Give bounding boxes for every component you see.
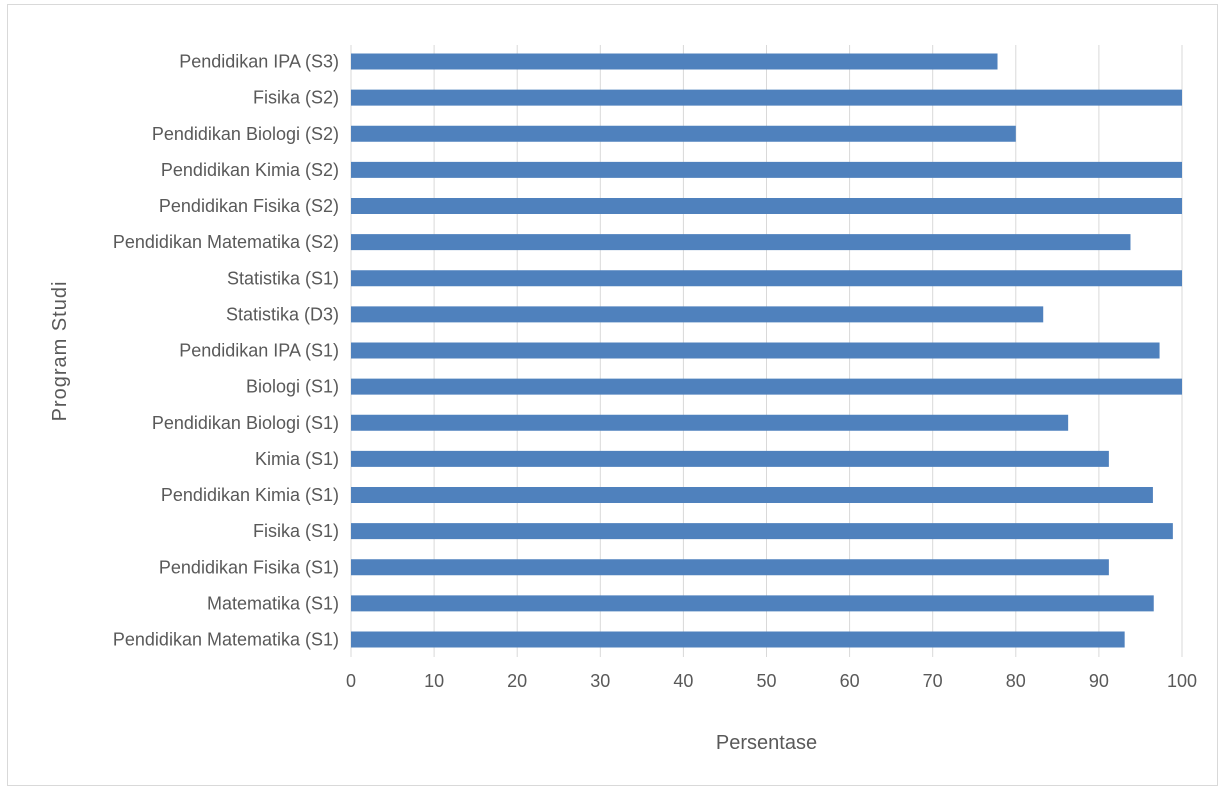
category-label: Kimia (S1) bbox=[255, 449, 339, 469]
bar bbox=[351, 306, 1044, 323]
category-label: Pendidikan Fisika (S2) bbox=[159, 196, 339, 216]
category-label: Pendidikan Kimia (S1) bbox=[161, 485, 339, 505]
bar bbox=[351, 53, 998, 70]
x-tick-label: 0 bbox=[346, 671, 356, 691]
x-tick-label: 20 bbox=[507, 671, 527, 691]
category-label: Pendidikan Fisika (S1) bbox=[159, 557, 339, 577]
bar bbox=[351, 450, 1109, 467]
x-tick-label: 100 bbox=[1167, 671, 1197, 691]
bars bbox=[351, 53, 1182, 648]
category-label: Fisika (S1) bbox=[253, 521, 339, 541]
bar bbox=[351, 631, 1125, 648]
category-label: Pendidikan Biologi (S1) bbox=[152, 413, 339, 433]
x-tick-label: 40 bbox=[673, 671, 693, 691]
x-tick-label: 90 bbox=[1089, 671, 1109, 691]
x-tick-label: 30 bbox=[590, 671, 610, 691]
category-label: Pendidikan Matematika (S1) bbox=[113, 630, 339, 650]
category-label: Fisika (S2) bbox=[253, 88, 339, 108]
bar bbox=[351, 559, 1109, 576]
bar-chart: Pendidikan IPA (S3) Fisika (S2) Pendidikan… bbox=[49, 45, 1197, 754]
x-axis-title: Persentase bbox=[716, 732, 817, 754]
bar bbox=[351, 487, 1153, 503]
x-tick-labels: 0 10 20 30 40 50 60 70 80 90 100 bbox=[346, 671, 1197, 691]
x-tick-label: 80 bbox=[1006, 671, 1026, 691]
category-label: Statistika (D3) bbox=[226, 304, 339, 324]
category-labels: Pendidikan IPA (S3) Fisika (S2) Pendidikan… bbox=[113, 52, 339, 650]
category-label: Pendidikan Matematika (S2) bbox=[113, 232, 339, 252]
category-label: Pendidikan Biologi (S2) bbox=[152, 124, 339, 144]
x-tick-label: 50 bbox=[756, 671, 776, 691]
category-label: Pendidikan IPA (S1) bbox=[179, 341, 339, 361]
y-axis-title: Program Studi bbox=[49, 281, 71, 422]
bar bbox=[351, 342, 1160, 359]
bar bbox=[351, 414, 1069, 431]
bar bbox=[351, 595, 1154, 612]
bar bbox=[351, 523, 1173, 540]
category-label: Pendidikan IPA (S3) bbox=[179, 52, 339, 72]
category-label: Pendidikan Kimia (S2) bbox=[161, 160, 339, 180]
bar bbox=[351, 125, 1016, 142]
bar bbox=[351, 161, 1182, 178]
x-tick-label: 70 bbox=[923, 671, 943, 691]
x-tick-label: 60 bbox=[840, 671, 860, 691]
x-tick-label: 10 bbox=[424, 671, 444, 691]
bar bbox=[351, 270, 1182, 287]
category-label: Matematika (S1) bbox=[207, 593, 339, 613]
category-label: Biologi (S1) bbox=[246, 377, 339, 397]
bar bbox=[351, 378, 1182, 395]
bar bbox=[351, 89, 1182, 106]
chart-frame: Pendidikan IPA (S3) Fisika (S2) Pendidikan… bbox=[7, 4, 1218, 786]
category-label: Statistika (S1) bbox=[227, 268, 339, 288]
bar bbox=[351, 198, 1182, 214]
bar bbox=[351, 234, 1131, 251]
